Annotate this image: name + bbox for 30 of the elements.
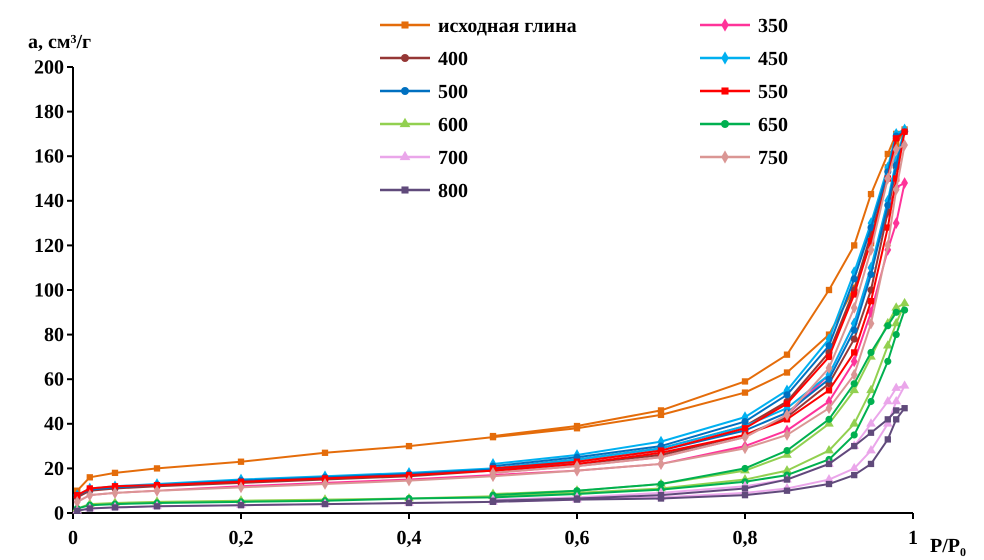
x-tick-label: 0,2 — [228, 527, 254, 549]
x-tick-label: 0 — [68, 527, 78, 549]
y-tick-label: 140 — [34, 190, 64, 212]
legend-label: 400 — [438, 48, 468, 70]
x-tick-label: 0,6 — [564, 527, 590, 549]
y-tick-label: 60 — [44, 368, 64, 391]
legend-label: 500 — [438, 81, 468, 103]
legend-label: 750 — [758, 147, 788, 169]
y-tick-label: 0 — [54, 502, 64, 524]
y-tick-label: 100 — [34, 279, 64, 302]
y-tick-label: 20 — [44, 458, 64, 480]
legend-label: 450 — [758, 48, 788, 70]
y-tick-label: 120 — [34, 234, 64, 257]
y-tick-label: 40 — [44, 413, 64, 436]
x-tick-label: 0,8 — [732, 527, 758, 549]
legend-label: 700 — [438, 147, 468, 169]
legend-label: 800 — [438, 180, 468, 202]
legend-label: 350 — [758, 15, 788, 37]
y-tick-label: 80 — [44, 324, 64, 346]
x-tick-label: 1 — [908, 527, 918, 549]
legend-label: 600 — [438, 114, 468, 136]
legend-label: 550 — [758, 81, 788, 103]
y-tick-label: 180 — [34, 101, 64, 123]
x-axis-title: P/P₀ — [930, 535, 966, 557]
legend-label: исходная глина — [438, 15, 577, 37]
x-tick-label: 0,4 — [396, 527, 422, 549]
y-tick-label: 200 — [34, 56, 64, 78]
y-axis-title: a, см³/г — [28, 31, 92, 53]
y-tick-label: 160 — [34, 146, 64, 168]
legend-label: 650 — [758, 114, 788, 136]
